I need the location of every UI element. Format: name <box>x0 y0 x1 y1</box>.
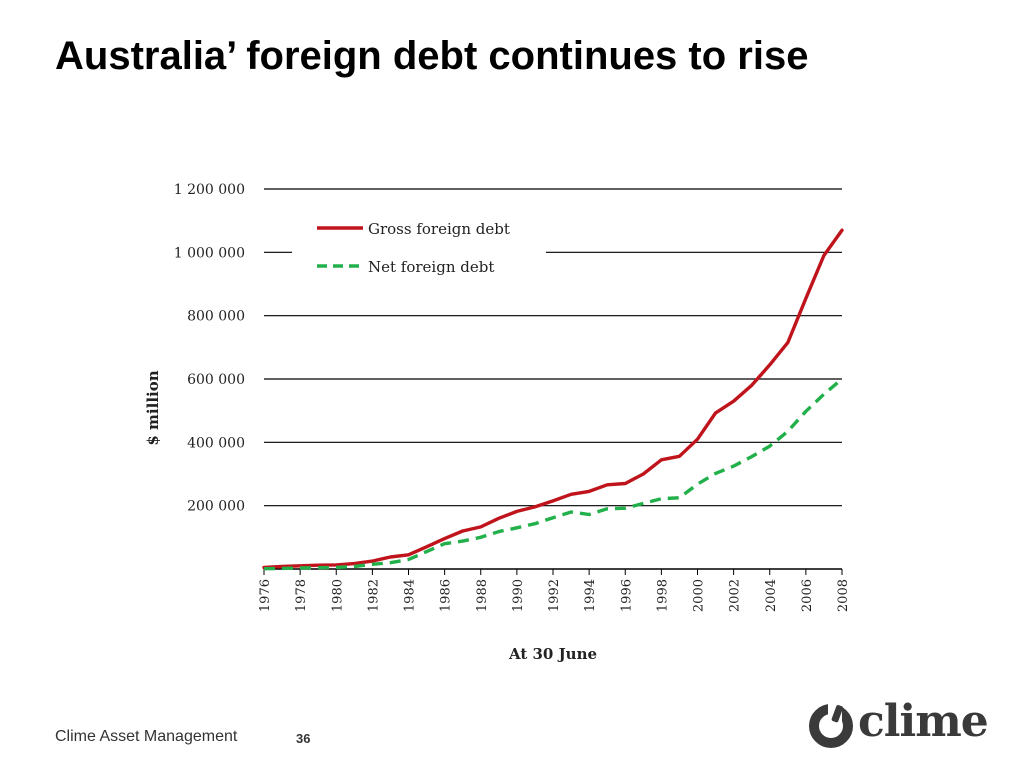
footer-company: Clime Asset Management <box>55 728 238 745</box>
series-line-gross <box>262 228 844 570</box>
x-tick-label: 1988 <box>475 579 490 612</box>
y-tick-label: 400 000 <box>187 435 245 451</box>
x-tick-label: 1992 <box>547 579 562 612</box>
y-tick-label: 200 000 <box>187 499 245 515</box>
x-tick-label: 1990 <box>511 579 526 612</box>
x-tick-label: 1982 <box>366 579 381 612</box>
y-tick-label: 800 000 <box>187 309 245 325</box>
x-tick-label: 1980 <box>330 579 345 612</box>
x-tick-label: 1976 <box>258 579 273 612</box>
x-tick-label: 2008 <box>836 579 851 612</box>
legend: Gross foreign debt Net foreign debt <box>292 210 546 282</box>
clime-logo-word: clime <box>858 696 989 747</box>
x-tick-label: 2000 <box>692 579 707 612</box>
y-tick-label: 1 000 000 <box>174 245 245 261</box>
slide-title: Australia’ foreign debt continues to ris… <box>55 34 809 78</box>
series-line-net <box>263 377 844 571</box>
clime-logo: clime <box>808 696 998 752</box>
page-number: 36 <box>296 731 311 746</box>
x-tick-label: 1986 <box>439 579 454 612</box>
x-tick-label: 1978 <box>294 579 309 612</box>
x-axis-label: At 30 June <box>508 645 597 663</box>
y-tick-labels: 200 000 400 000 600 000 800 000 1 000 000 1 2… <box>174 182 245 515</box>
clime-logo-mark-icon <box>809 703 853 748</box>
x-tick-label: 1984 <box>403 579 418 612</box>
x-tick-labels: 1976 1978 1980 1982 1984 1986 1988 1990 1992 1994… <box>258 569 851 612</box>
x-tick-label: 2002 <box>728 579 743 612</box>
debt-line-chart: 200 000 400 000 600 000 800 000 1 000 000 1 2… <box>144 182 851 663</box>
x-tick-label: 1998 <box>655 579 670 612</box>
y-tick-label: 600 000 <box>187 372 245 388</box>
x-tick-label: 2004 <box>764 579 779 612</box>
grid-lines <box>264 188 842 570</box>
legend-label: Net foreign debt <box>368 258 494 276</box>
x-tick-label: 1994 <box>583 579 598 612</box>
x-tick-label: 2006 <box>800 579 815 612</box>
y-axis-label: $ million <box>144 370 162 445</box>
x-tick-label: 1996 <box>619 579 634 612</box>
y-tick-label: 1 200 000 <box>174 182 245 198</box>
series-lines <box>262 228 844 571</box>
legend-box <box>292 210 546 282</box>
legend-label: Gross foreign debt <box>368 220 510 238</box>
